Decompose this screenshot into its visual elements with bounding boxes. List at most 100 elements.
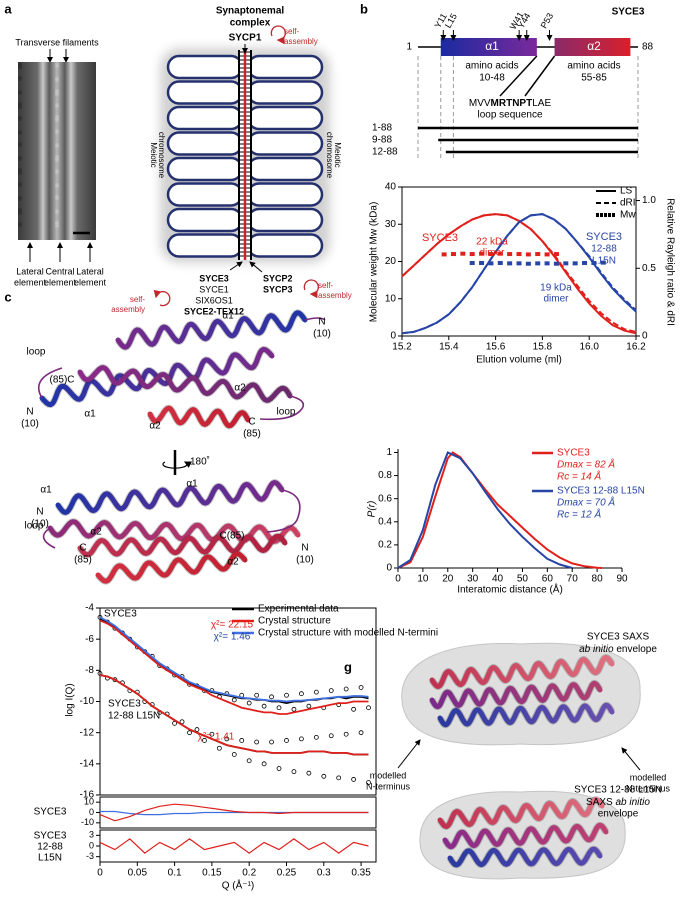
x-tick-label: 0.2: [242, 868, 256, 879]
helix: [442, 822, 609, 850]
y-tick-label: -10: [80, 696, 95, 707]
helix: [447, 846, 603, 868]
data-point: [351, 777, 357, 782]
em-noise: [18, 196, 22, 199]
legend-label: SYCE3 12-88 L15N: [557, 486, 645, 497]
line: [397, 739, 421, 769]
x-tick-label: 16.0: [579, 342, 599, 353]
mw-marker: [479, 260, 485, 265]
mw-marker: [525, 252, 531, 257]
em-noise: [55, 223, 59, 226]
label: (85): [243, 429, 261, 440]
mw-marker: [582, 260, 588, 265]
em-noise: [55, 63, 59, 66]
data-line: [397, 451, 573, 569]
data-point: [254, 692, 260, 698]
data-point: [284, 692, 289, 698]
mw-marker: [600, 260, 606, 265]
data-point: [343, 731, 349, 737]
mw-marker: [450, 252, 456, 257]
x-tick-label: 50: [517, 574, 529, 585]
label-part: MVV: [469, 98, 491, 109]
mw-marker: [572, 261, 578, 266]
x-tick-label: 90: [616, 574, 628, 585]
em-noise: [18, 156, 22, 159]
helix-box: [554, 38, 631, 56]
loop-coil: [37, 367, 63, 399]
label: 1-88: [372, 123, 392, 134]
x-tick-label: 40: [492, 574, 504, 585]
label: self-: [318, 281, 333, 290]
label: element: [74, 277, 107, 287]
mw-marker: [488, 261, 494, 266]
mw-marker: [544, 252, 550, 257]
em-noise: [18, 106, 22, 109]
chromatin-loop: [166, 131, 244, 156]
y-axis-label: SYCE3: [34, 807, 67, 818]
label: N: [36, 507, 43, 518]
y2-tick-label: 0: [642, 331, 648, 342]
em-noise: [18, 210, 22, 213]
data-point: [269, 694, 274, 700]
y-tick-label: 10: [385, 293, 397, 304]
label: 1: [406, 42, 412, 53]
mw-marker: [497, 260, 503, 265]
helix: [115, 310, 308, 350]
label: SYCE2-TEX12: [184, 306, 244, 316]
y-axis-label: log I(Q): [65, 683, 76, 716]
x-tick-label: 30: [467, 574, 479, 585]
label: assembly: [111, 305, 145, 314]
label: α2: [587, 39, 601, 53]
label: Central: [45, 266, 74, 276]
label: modelled: [370, 770, 407, 780]
em-noise: [55, 79, 59, 82]
y-axis-label: P(r): [367, 501, 378, 518]
em-noise: [55, 225, 59, 228]
y-tick-label: -3: [86, 851, 94, 861]
em-noise: [55, 103, 59, 106]
label: N: [318, 317, 325, 328]
self-assembly-arrow: [303, 279, 319, 299]
x-tick-label: 70: [567, 574, 579, 585]
data-point: [321, 773, 327, 779]
loop-sequence: MVVMRTNPTLAE: [469, 98, 552, 109]
chromatin-loop: [166, 156, 244, 182]
mw-marker: [516, 261, 522, 266]
helix: [95, 551, 248, 584]
x-axis-label: Interatomic distance (Å): [457, 583, 563, 596]
line: [621, 747, 641, 771]
chromatin-loop: [166, 80, 244, 105]
label: (10): [313, 329, 331, 340]
legend-swatch: [604, 213, 607, 217]
label: α2: [234, 383, 246, 394]
label: Lateral: [76, 266, 104, 276]
em-noise: [18, 66, 22, 69]
x-tick-label: 0.3: [317, 868, 331, 879]
data-point: [306, 770, 312, 776]
y-tick-label: -12: [80, 727, 95, 738]
annotation: 12-88 L15N: [108, 711, 160, 722]
label: loop sequence: [477, 110, 542, 121]
y-tick-label: -8: [85, 665, 94, 676]
em-noise: [18, 102, 22, 105]
panel-title: complex: [230, 18, 271, 29]
label: α1: [84, 409, 96, 420]
data-point: [254, 739, 260, 745]
data-point: [187, 730, 192, 736]
em-noise: [55, 119, 59, 122]
data-point: [172, 720, 177, 726]
x-tick-label: 0.1: [168, 868, 182, 879]
x-axis-label: Elution volume (ml): [476, 355, 562, 366]
helix-box: [440, 38, 537, 56]
legend-label: SYCE3: [557, 448, 590, 459]
data-point: [179, 719, 185, 725]
label: amino acids: [465, 61, 518, 72]
helix: [55, 480, 285, 515]
y-tick-label: 0: [89, 840, 94, 850]
mw-marker: [525, 261, 531, 266]
mw-marker: [497, 251, 503, 256]
label: SYCP3: [263, 284, 293, 294]
em-noise: [18, 168, 22, 171]
x-tick-label: 60: [542, 574, 554, 585]
em-noise: [18, 198, 22, 201]
